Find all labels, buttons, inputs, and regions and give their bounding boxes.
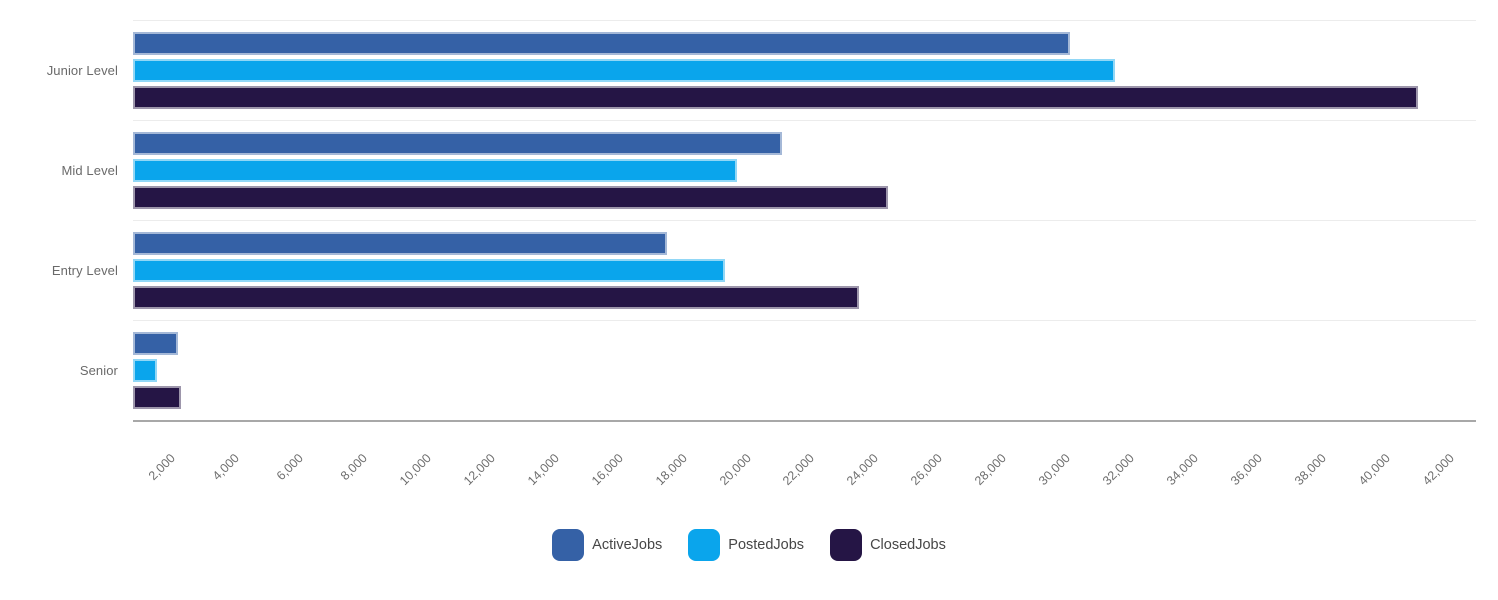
x-tick-label-16-000: 16,000 <box>588 451 626 488</box>
bar-activejobs-entry-level[interactable] <box>133 231 667 255</box>
category-label-entry-level: Entry Level <box>51 262 118 278</box>
row-separator-line <box>133 320 1476 321</box>
bar-closedjobs-senior[interactable] <box>133 385 181 409</box>
x-tick-label-12-000: 12,000 <box>460 451 498 488</box>
bar-postedjobs-junior-level[interactable] <box>133 58 1115 82</box>
x-tick-label-24-000: 24,000 <box>844 451 882 488</box>
legend-item-closedjobs[interactable]: ClosedJobs <box>830 529 946 561</box>
x-tick-label-34-000: 34,000 <box>1164 451 1202 488</box>
bar-activejobs-mid-level[interactable] <box>133 131 783 155</box>
legend-item-activejobs[interactable]: ActiveJobs <box>552 529 662 561</box>
x-tick-label-2-000: 2,000 <box>145 451 178 484</box>
x-axis-line <box>133 420 1476 422</box>
bar-postedjobs-senior[interactable] <box>133 358 157 382</box>
bar-group-junior-level <box>133 20 1476 120</box>
x-tick-label-20-000: 20,000 <box>716 451 754 488</box>
bar-activejobs-senior[interactable] <box>133 331 178 355</box>
legend: ActiveJobs PostedJobs ClosedJobs <box>0 528 1498 562</box>
category-label-mid-level: Mid Level <box>61 162 118 178</box>
x-tick-label-10-000: 10,000 <box>396 451 434 488</box>
plot-top-border <box>133 20 1476 21</box>
legend-label-activejobs: ActiveJobs <box>592 537 663 553</box>
legend-swatch-activejobs <box>552 529 585 561</box>
x-tick-label-6-000: 6,000 <box>273 451 306 484</box>
x-tick-label-28-000: 28,000 <box>972 451 1010 488</box>
bar-closedjobs-entry-level[interactable] <box>133 285 859 309</box>
x-tick-label-4-000: 4,000 <box>209 451 242 484</box>
bar-closedjobs-junior-level[interactable] <box>133 85 1419 109</box>
row-separator-line <box>133 220 1476 221</box>
x-tick-label-18-000: 18,000 <box>652 451 690 488</box>
x-tick-label-26-000: 26,000 <box>908 451 946 488</box>
x-tick-label-42-000: 42,000 <box>1419 451 1457 488</box>
bar-postedjobs-entry-level[interactable] <box>133 258 725 282</box>
x-tick-label-14-000: 14,000 <box>524 451 562 488</box>
x-tick-label-22-000: 22,000 <box>780 451 818 488</box>
legend-item-postedjobs[interactable]: PostedJobs <box>688 529 804 561</box>
legend-label-closedjobs: ClosedJobs <box>870 537 946 553</box>
bar-group-mid-level <box>133 120 1476 220</box>
legend-label-postedjobs: PostedJobs <box>728 537 805 553</box>
bar-activejobs-junior-level[interactable] <box>133 31 1070 55</box>
x-tick-label-30-000: 30,000 <box>1036 451 1074 488</box>
legend-swatch-closedjobs <box>830 529 863 561</box>
bar-postedjobs-mid-level[interactable] <box>133 158 738 182</box>
bar-closedjobs-mid-level[interactable] <box>133 185 888 209</box>
category-label-senior: Senior <box>79 362 118 378</box>
x-tick-label-32-000: 32,000 <box>1100 451 1138 488</box>
row-separator-line <box>133 120 1476 121</box>
bar-group-senior <box>133 320 1476 420</box>
x-tick-label-36-000: 36,000 <box>1228 451 1266 488</box>
bar-group-entry-level <box>133 220 1476 320</box>
x-tick-label-38-000: 38,000 <box>1292 451 1329 488</box>
plot-area <box>133 20 1476 420</box>
category-label-junior-level: Junior Level <box>46 62 118 78</box>
legend-swatch-postedjobs <box>688 529 721 561</box>
x-tick-label-40-000: 40,000 <box>1356 451 1393 488</box>
x-tick-label-8-000: 8,000 <box>337 451 370 484</box>
